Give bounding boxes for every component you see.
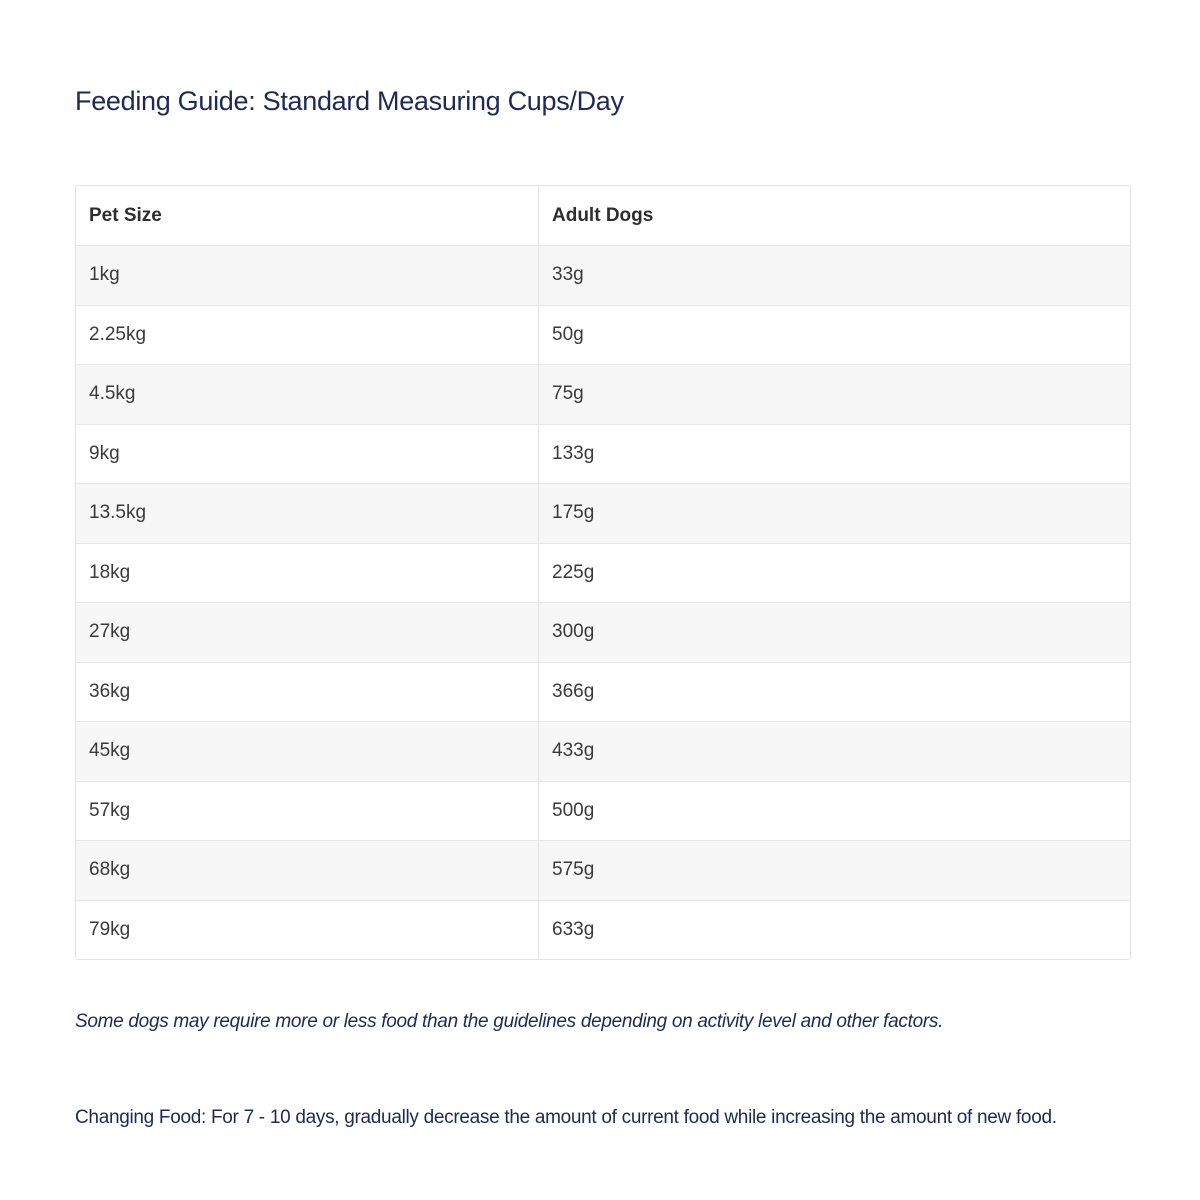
adult-dogs-cell: 633g <box>552 918 595 940</box>
pet-size-cell: 13.5kg <box>76 484 539 543</box>
table-row: 13.5kg 175g <box>76 483 1130 543</box>
adult-dogs-cell: 366g <box>552 680 595 702</box>
table-row: 45kg 433g <box>76 721 1130 781</box>
pet-size-cell: 45kg <box>76 722 539 781</box>
adult-dogs-cell: 500g <box>552 799 595 821</box>
pet-size-cell: 1kg <box>76 246 539 305</box>
table-row: 4.5kg 75g <box>76 364 1130 424</box>
pet-size-cell: 68kg <box>76 841 539 900</box>
pet-size-cell: 9kg <box>76 424 539 483</box>
table-row: 68kg 575g <box>76 840 1130 900</box>
pet-size-cell: 57kg <box>76 781 539 840</box>
changing-food-text: Changing Food: For 7 - 10 days, graduall… <box>75 1107 1057 1128</box>
pet-size-cell: 18kg <box>76 543 539 602</box>
adult-dogs-cell: 175g <box>552 502 595 524</box>
table-row: 9kg 133g <box>76 423 1130 483</box>
adult-dogs-cell: 225g <box>552 561 595 583</box>
table-row: 18kg 225g <box>76 542 1130 602</box>
table-row: 2.25kg 50g <box>76 304 1130 364</box>
table-row: 57kg 500g <box>76 780 1130 840</box>
adult-dogs-cell: 433g <box>552 740 595 762</box>
adult-dogs-cell: 33g <box>552 264 584 286</box>
table-row: 27kg 300g <box>76 602 1130 662</box>
pet-size-cell: 27kg <box>76 603 539 662</box>
adult-dogs-cell: 50g <box>552 323 584 345</box>
pet-size-cell: 2.25kg <box>76 305 539 364</box>
page-title: Feeding Guide: Standard Measuring Cups/D… <box>75 86 624 116</box>
pet-size-cell: 4.5kg <box>76 365 539 424</box>
table-row: 36kg 366g <box>76 661 1130 721</box>
pet-size-cell: 36kg <box>76 662 539 721</box>
table-row: 1kg 33g <box>76 245 1130 305</box>
header-pet-size: Pet Size <box>76 186 539 245</box>
activity-note: Some dogs may require more or less food … <box>75 1011 944 1032</box>
table-row: 79kg 633g <box>76 899 1130 959</box>
adult-dogs-cell: 75g <box>552 383 584 405</box>
adult-dogs-cell: 575g <box>552 859 595 881</box>
table-header-row: Pet Size Adult Dogs <box>76 186 1130 245</box>
pet-size-cell: 79kg <box>76 900 539 959</box>
adult-dogs-cell: 133g <box>552 442 595 464</box>
header-adult-dogs: Adult Dogs <box>552 204 654 226</box>
feeding-table: Pet Size Adult Dogs 1kg 33g 2.25kg 50g 4.5kg… <box>75 185 1131 960</box>
adult-dogs-cell: 300g <box>552 621 595 643</box>
